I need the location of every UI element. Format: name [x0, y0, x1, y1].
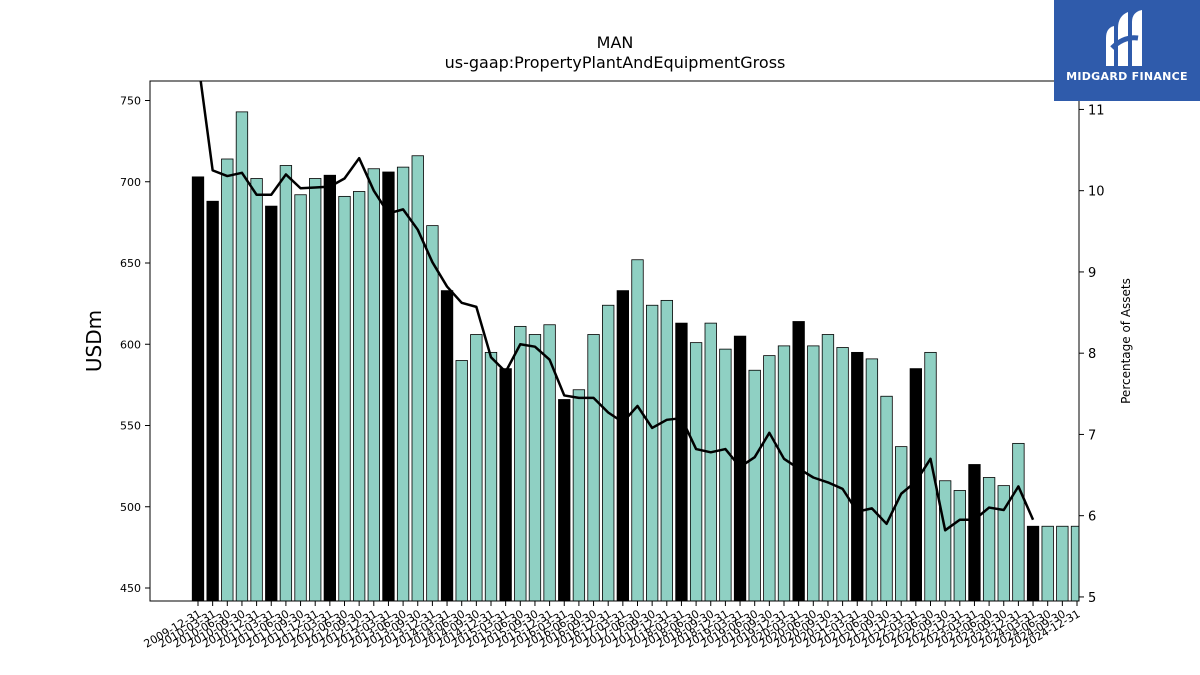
bar-2023-06-30	[982, 477, 996, 601]
logo-text: MIDGARD FINANCE	[1066, 70, 1188, 83]
bar-2021-03-31	[851, 351, 864, 601]
y-tick-label: 600	[120, 338, 141, 351]
bar-2012-03-31	[323, 174, 337, 601]
bar-2016-06-30	[572, 389, 586, 601]
bar-2015-12-31	[543, 324, 556, 601]
bar-2020-12-31	[836, 347, 849, 601]
bar-2016-03-31	[558, 399, 571, 601]
bar-2023-12-31	[1012, 442, 1025, 601]
logo-mark-icon	[1106, 10, 1142, 66]
bar-2019-12-31	[777, 345, 791, 601]
bar-2021-09-30	[880, 395, 893, 601]
bar-2010-03-31	[206, 200, 219, 601]
bar-2018-09-30	[704, 322, 717, 601]
bar-2010-06-30	[221, 158, 234, 601]
bar-2012-09-30	[352, 191, 366, 601]
bar-2017-12-31	[660, 299, 673, 601]
bar-2011-12-31	[309, 178, 322, 601]
bar-2021-12-31	[895, 446, 908, 601]
y2-tick-label: 11	[1088, 103, 1105, 118]
bar-2011-06-30	[279, 165, 293, 601]
y-tick-label: 500	[120, 501, 141, 514]
bar-2024-12-31	[1070, 525, 1079, 601]
bar-2015-06-30	[514, 325, 527, 601]
y2-tick-label: 8	[1088, 347, 1096, 362]
bar-2015-09-30	[528, 334, 542, 601]
bar-2009-12-31	[191, 176, 205, 601]
bar-2019-09-30	[763, 355, 776, 601]
bar-2012-12-31	[367, 168, 380, 601]
bar-2016-09-30	[587, 334, 600, 601]
bar-2022-06-30	[924, 351, 937, 601]
bar-2014-09-30	[470, 334, 483, 601]
midgard-finance-logo: MIDGARD FINANCE	[1054, 0, 1200, 101]
bar-2013-09-30	[411, 155, 424, 601]
bar-2016-12-31	[602, 304, 615, 601]
bar-2024-06-30	[1041, 525, 1054, 601]
bar-2024-03-31	[1026, 525, 1040, 601]
y2-tick-label: 5	[1088, 591, 1096, 606]
axes: 4505005506006507007505678910112009-12-31…	[120, 80, 1105, 651]
bar-2013-12-31	[426, 225, 439, 601]
plot-frame	[149, 80, 1080, 602]
chart-title: MAN	[597, 33, 634, 52]
bar-2014-12-31	[484, 351, 498, 601]
bar-2014-03-31	[440, 290, 454, 601]
bar-2020-03-31	[792, 321, 805, 601]
bar-2024-09-30	[1056, 525, 1069, 601]
bar-2021-06-30	[865, 358, 879, 601]
y-axis-label: USDm	[82, 310, 106, 372]
bar-2023-09-30	[997, 485, 1010, 601]
bar-2017-06-30	[631, 259, 644, 601]
bar-2020-06-30	[807, 345, 820, 601]
y2-tick-label: 6	[1088, 510, 1096, 525]
y-tick-label: 550	[120, 420, 141, 433]
bar-2020-09-30	[821, 334, 835, 601]
bar-2019-03-31	[733, 335, 747, 601]
pct-of-assets-line	[199, 81, 1035, 532]
y2-tick-label: 7	[1088, 428, 1096, 443]
bar-2014-06-30	[455, 360, 468, 601]
bar-2013-06-30	[396, 166, 410, 601]
chart-subtitle: us-gaap:PropertyPlantAndEquipmentGross	[445, 53, 786, 72]
bar-2017-09-30	[646, 304, 659, 601]
bar-2013-03-31	[382, 171, 395, 601]
bar-2012-06-30	[338, 195, 351, 601]
bar-2015-03-31	[499, 368, 512, 601]
bar-2010-09-30	[235, 111, 249, 601]
y2-axis-label: Percentage of Assets	[1119, 278, 1133, 404]
y-tick-label: 750	[120, 95, 141, 108]
bar-2017-03-31	[616, 290, 629, 601]
bar-2018-06-30	[689, 342, 703, 601]
y-tick-label: 650	[120, 257, 141, 270]
y-tick-label: 700	[120, 176, 141, 189]
bar-2018-03-31	[675, 322, 688, 601]
y2-tick-label: 9	[1088, 266, 1096, 281]
bar-2022-12-31	[953, 490, 966, 601]
bar-2019-06-30	[748, 369, 761, 601]
bar-2023-03-31	[968, 464, 981, 601]
y2-tick-label: 10	[1088, 185, 1105, 200]
y-tick-label: 450	[120, 582, 141, 595]
bar-2011-03-31	[265, 205, 278, 601]
bar-2011-09-30	[294, 194, 307, 601]
bar-series	[191, 111, 1079, 601]
pct-line-series	[199, 81, 1035, 532]
bar-2022-09-30	[939, 480, 952, 601]
bar-2018-12-31	[719, 348, 732, 601]
bar-2010-12-31	[250, 178, 263, 601]
